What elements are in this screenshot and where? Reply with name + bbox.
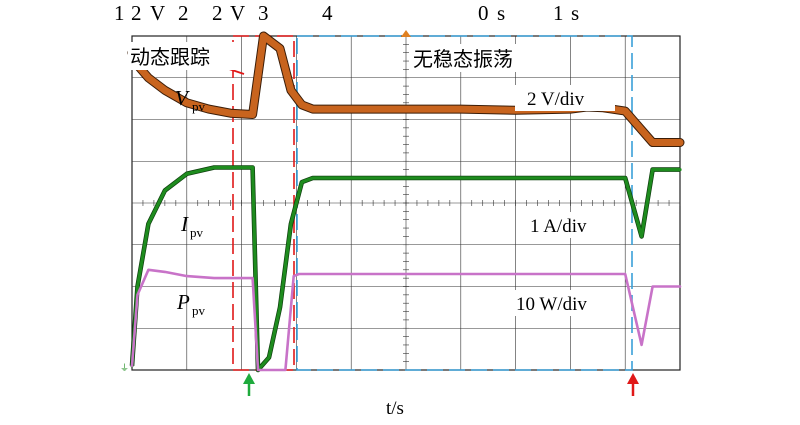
top-label-9: 0 (478, 1, 489, 25)
ipv-subscript: pv (190, 225, 204, 240)
vpv-subscript: pv (192, 99, 206, 114)
annotation-dynamic-tracking: 动态跟踪 (130, 45, 210, 69)
series-ipv-line (130, 165, 682, 372)
annotation-no-steady-oscillation: 无稳态振荡 (413, 47, 513, 71)
series-ppv-line (130, 268, 682, 372)
top-label-4: 2 (178, 1, 189, 25)
ppv-subscript: pv (192, 303, 206, 318)
trigger-marker-icon (401, 30, 411, 37)
ppv-scale: 10 W/div (516, 294, 587, 315)
top-label-12: s (571, 1, 579, 25)
green-cursor-arrow-icon (243, 373, 255, 396)
top-label-3: V (150, 1, 165, 25)
top-scale-labels: 1 2 V 2 2 V 3 4 0 s 1 s (114, 1, 579, 25)
top-label-7: 3 (258, 1, 269, 25)
scale-bg-3 (514, 290, 618, 316)
annotation-bg-2 (410, 44, 556, 72)
top-label-1: 1 (114, 1, 125, 25)
top-label-5: 2 (212, 1, 223, 25)
top-label-6: V (230, 1, 245, 25)
vpv-symbol: V (175, 86, 190, 110)
label-ipv: I pv (180, 212, 204, 240)
ppv-symbol: P (176, 290, 190, 314)
scale-bg-1 (515, 85, 615, 111)
top-label-8: 4 (322, 1, 333, 25)
top-label-2: 2 (131, 1, 142, 25)
ipv-scale: 1 A/div (530, 216, 587, 237)
red-cursor-arrow-icon (627, 373, 639, 396)
x-axis-label: t/s (386, 398, 404, 419)
annotation-bg-1 (128, 42, 238, 70)
label-ppv: P pv (176, 290, 206, 318)
ground-marker-icon: ⏚ (120, 363, 129, 374)
top-label-10: s (497, 1, 505, 25)
scale-bg-2 (518, 212, 616, 238)
ipv-symbol: I (180, 212, 189, 236)
vpv-scale: 2 V/div (527, 89, 585, 110)
label-vpv: V pv (175, 86, 206, 114)
top-label-11: 1 (553, 1, 564, 25)
